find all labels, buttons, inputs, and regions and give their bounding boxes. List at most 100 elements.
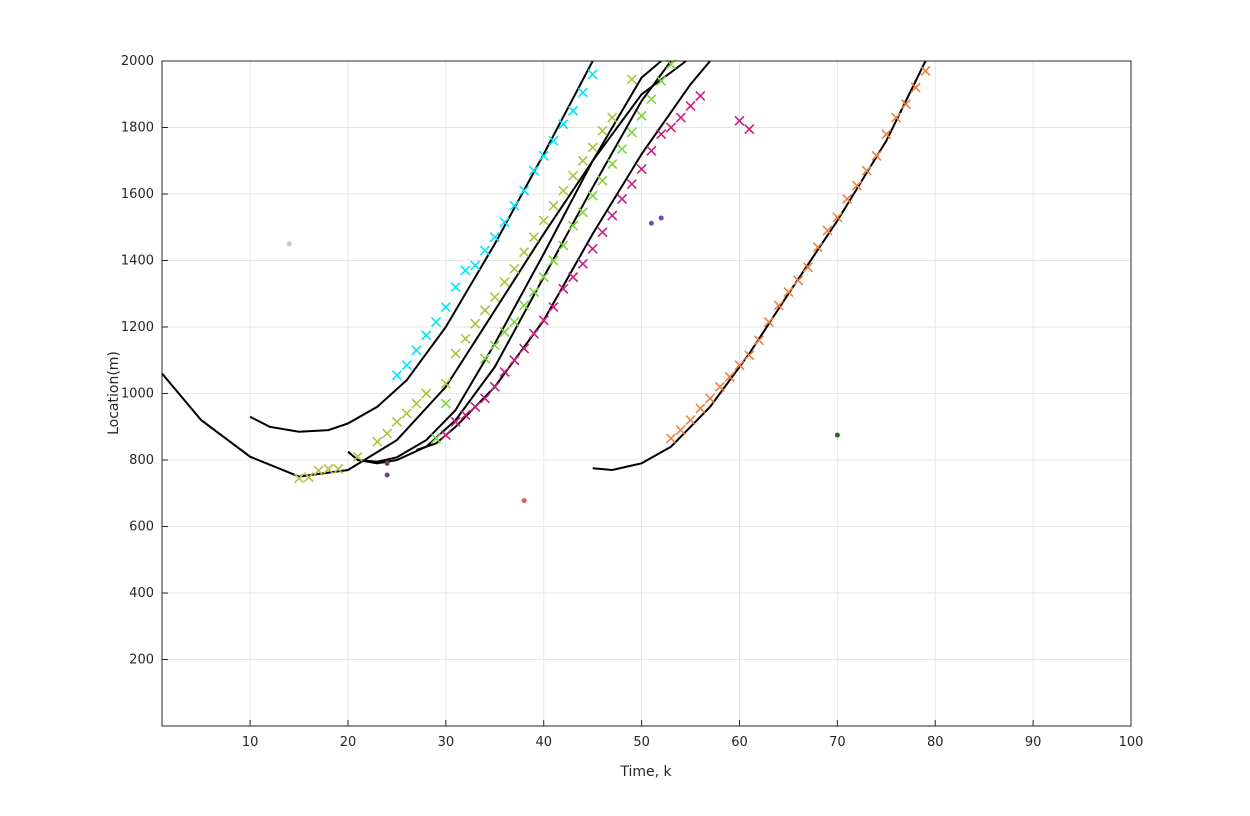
data-point-dot bbox=[834, 432, 840, 438]
data-point-cross bbox=[871, 150, 882, 161]
data-point-cross bbox=[528, 287, 540, 298]
data-point-cross bbox=[538, 215, 549, 226]
data-point-cross bbox=[421, 388, 432, 399]
data-point-cross bbox=[832, 212, 843, 223]
data-point-cross bbox=[293, 473, 305, 484]
data-point-cross bbox=[597, 227, 608, 238]
data-point-cross bbox=[499, 277, 510, 288]
y-tick-label: 1200 bbox=[121, 320, 154, 335]
data-point-cross bbox=[450, 416, 461, 427]
data-point-cross bbox=[519, 185, 530, 196]
data-point-cross bbox=[607, 159, 618, 170]
data-point-cross bbox=[489, 292, 500, 303]
data-point-cross bbox=[352, 451, 363, 462]
data-point-cross bbox=[479, 393, 491, 404]
data-point-cross bbox=[303, 472, 314, 483]
data-point-dot bbox=[384, 460, 390, 466]
data-point-cross bbox=[734, 115, 745, 126]
data-point-cross bbox=[528, 165, 540, 176]
data-point-cross bbox=[724, 371, 735, 382]
data-point-cross bbox=[519, 247, 530, 258]
data-point-cross bbox=[616, 144, 628, 155]
data-point-cross bbox=[440, 429, 451, 441]
data-point-cross bbox=[421, 330, 432, 341]
data-point-cross bbox=[616, 193, 628, 205]
data-point-cross bbox=[568, 105, 579, 116]
track-curve bbox=[592, 60, 927, 472]
data-point-cross bbox=[665, 433, 677, 444]
data-point-cross bbox=[695, 90, 706, 101]
data-point-cross bbox=[489, 232, 500, 243]
data-point-cross bbox=[597, 125, 608, 136]
data-point-cross bbox=[450, 282, 461, 293]
data-point-cross bbox=[665, 122, 677, 133]
data-point-cross bbox=[528, 232, 540, 243]
x-tick-label: 40 bbox=[535, 735, 552, 750]
data-point-cross bbox=[499, 217, 510, 228]
data-point-cross bbox=[411, 398, 422, 409]
data-point-cross bbox=[900, 99, 911, 110]
data-point-cross bbox=[558, 119, 569, 130]
tick-layer: 10 20 30 40 50 60 70 80 90 100 200 400 600 800 1000 120… bbox=[121, 54, 1144, 750]
data-point-cross bbox=[646, 94, 657, 105]
data-point-cross bbox=[568, 170, 579, 181]
data-point-cross bbox=[460, 265, 471, 276]
data-point-cross bbox=[734, 360, 745, 371]
data-point-cross bbox=[499, 326, 510, 338]
data-point-dot bbox=[384, 472, 390, 478]
data-point-cross bbox=[920, 65, 931, 77]
data-point-cross bbox=[587, 142, 598, 153]
x-axis-label: Time, k bbox=[619, 764, 672, 780]
y-tick-label: 1800 bbox=[121, 121, 154, 136]
data-point-cross bbox=[382, 428, 393, 439]
data-point-cross bbox=[587, 190, 598, 201]
data-point-cross bbox=[744, 350, 755, 361]
data-point-cross bbox=[548, 255, 559, 266]
data-point-cross bbox=[891, 112, 902, 123]
data-point-cross bbox=[744, 124, 755, 135]
data-point-cross bbox=[636, 163, 647, 175]
data-point-cross bbox=[489, 381, 500, 392]
data-point-cross bbox=[460, 410, 471, 421]
data-point-cross bbox=[509, 263, 520, 274]
data-point-cross bbox=[568, 272, 579, 283]
data-point-cross bbox=[450, 348, 461, 359]
y-tick-label: 200 bbox=[129, 653, 154, 668]
data-point-cross bbox=[470, 318, 481, 329]
data-point-cross bbox=[538, 315, 549, 326]
data-point-cross bbox=[675, 112, 686, 123]
data-point-cross bbox=[479, 353, 491, 364]
data-point-cross bbox=[577, 155, 588, 166]
data-point-cross bbox=[597, 175, 608, 186]
data-point-cross bbox=[753, 335, 765, 346]
data-point-cross bbox=[705, 393, 716, 404]
x-tick-label: 100 bbox=[1119, 735, 1144, 750]
data-point-cross bbox=[626, 74, 637, 85]
data-point-cross bbox=[793, 275, 804, 286]
x-tick-label: 60 bbox=[731, 735, 748, 750]
data-point-cross bbox=[440, 398, 451, 409]
data-point-dot bbox=[286, 241, 292, 247]
track-curve bbox=[249, 60, 594, 433]
data-point-cross bbox=[440, 378, 451, 389]
data-point-cross bbox=[587, 243, 598, 254]
data-point-cross bbox=[372, 436, 383, 447]
data-point-cross bbox=[842, 193, 853, 205]
x-tick-label: 80 bbox=[927, 735, 944, 750]
data-point-cross bbox=[607, 210, 618, 221]
data-point-cross bbox=[675, 425, 686, 436]
data-point-cross bbox=[323, 463, 334, 475]
data-point-cross bbox=[538, 150, 549, 161]
data-point-cross bbox=[479, 245, 491, 256]
data-point-cross bbox=[401, 408, 412, 419]
data-point-cross bbox=[812, 242, 823, 253]
y-tick-label: 1400 bbox=[121, 254, 154, 269]
data-point-cross bbox=[910, 82, 921, 93]
data-point-cross bbox=[773, 300, 784, 311]
data-point-cross bbox=[509, 200, 520, 211]
data-point-cross bbox=[577, 207, 588, 218]
data-point-cross bbox=[656, 75, 667, 87]
data-point-cross bbox=[577, 258, 588, 269]
track-curve bbox=[161, 60, 687, 478]
